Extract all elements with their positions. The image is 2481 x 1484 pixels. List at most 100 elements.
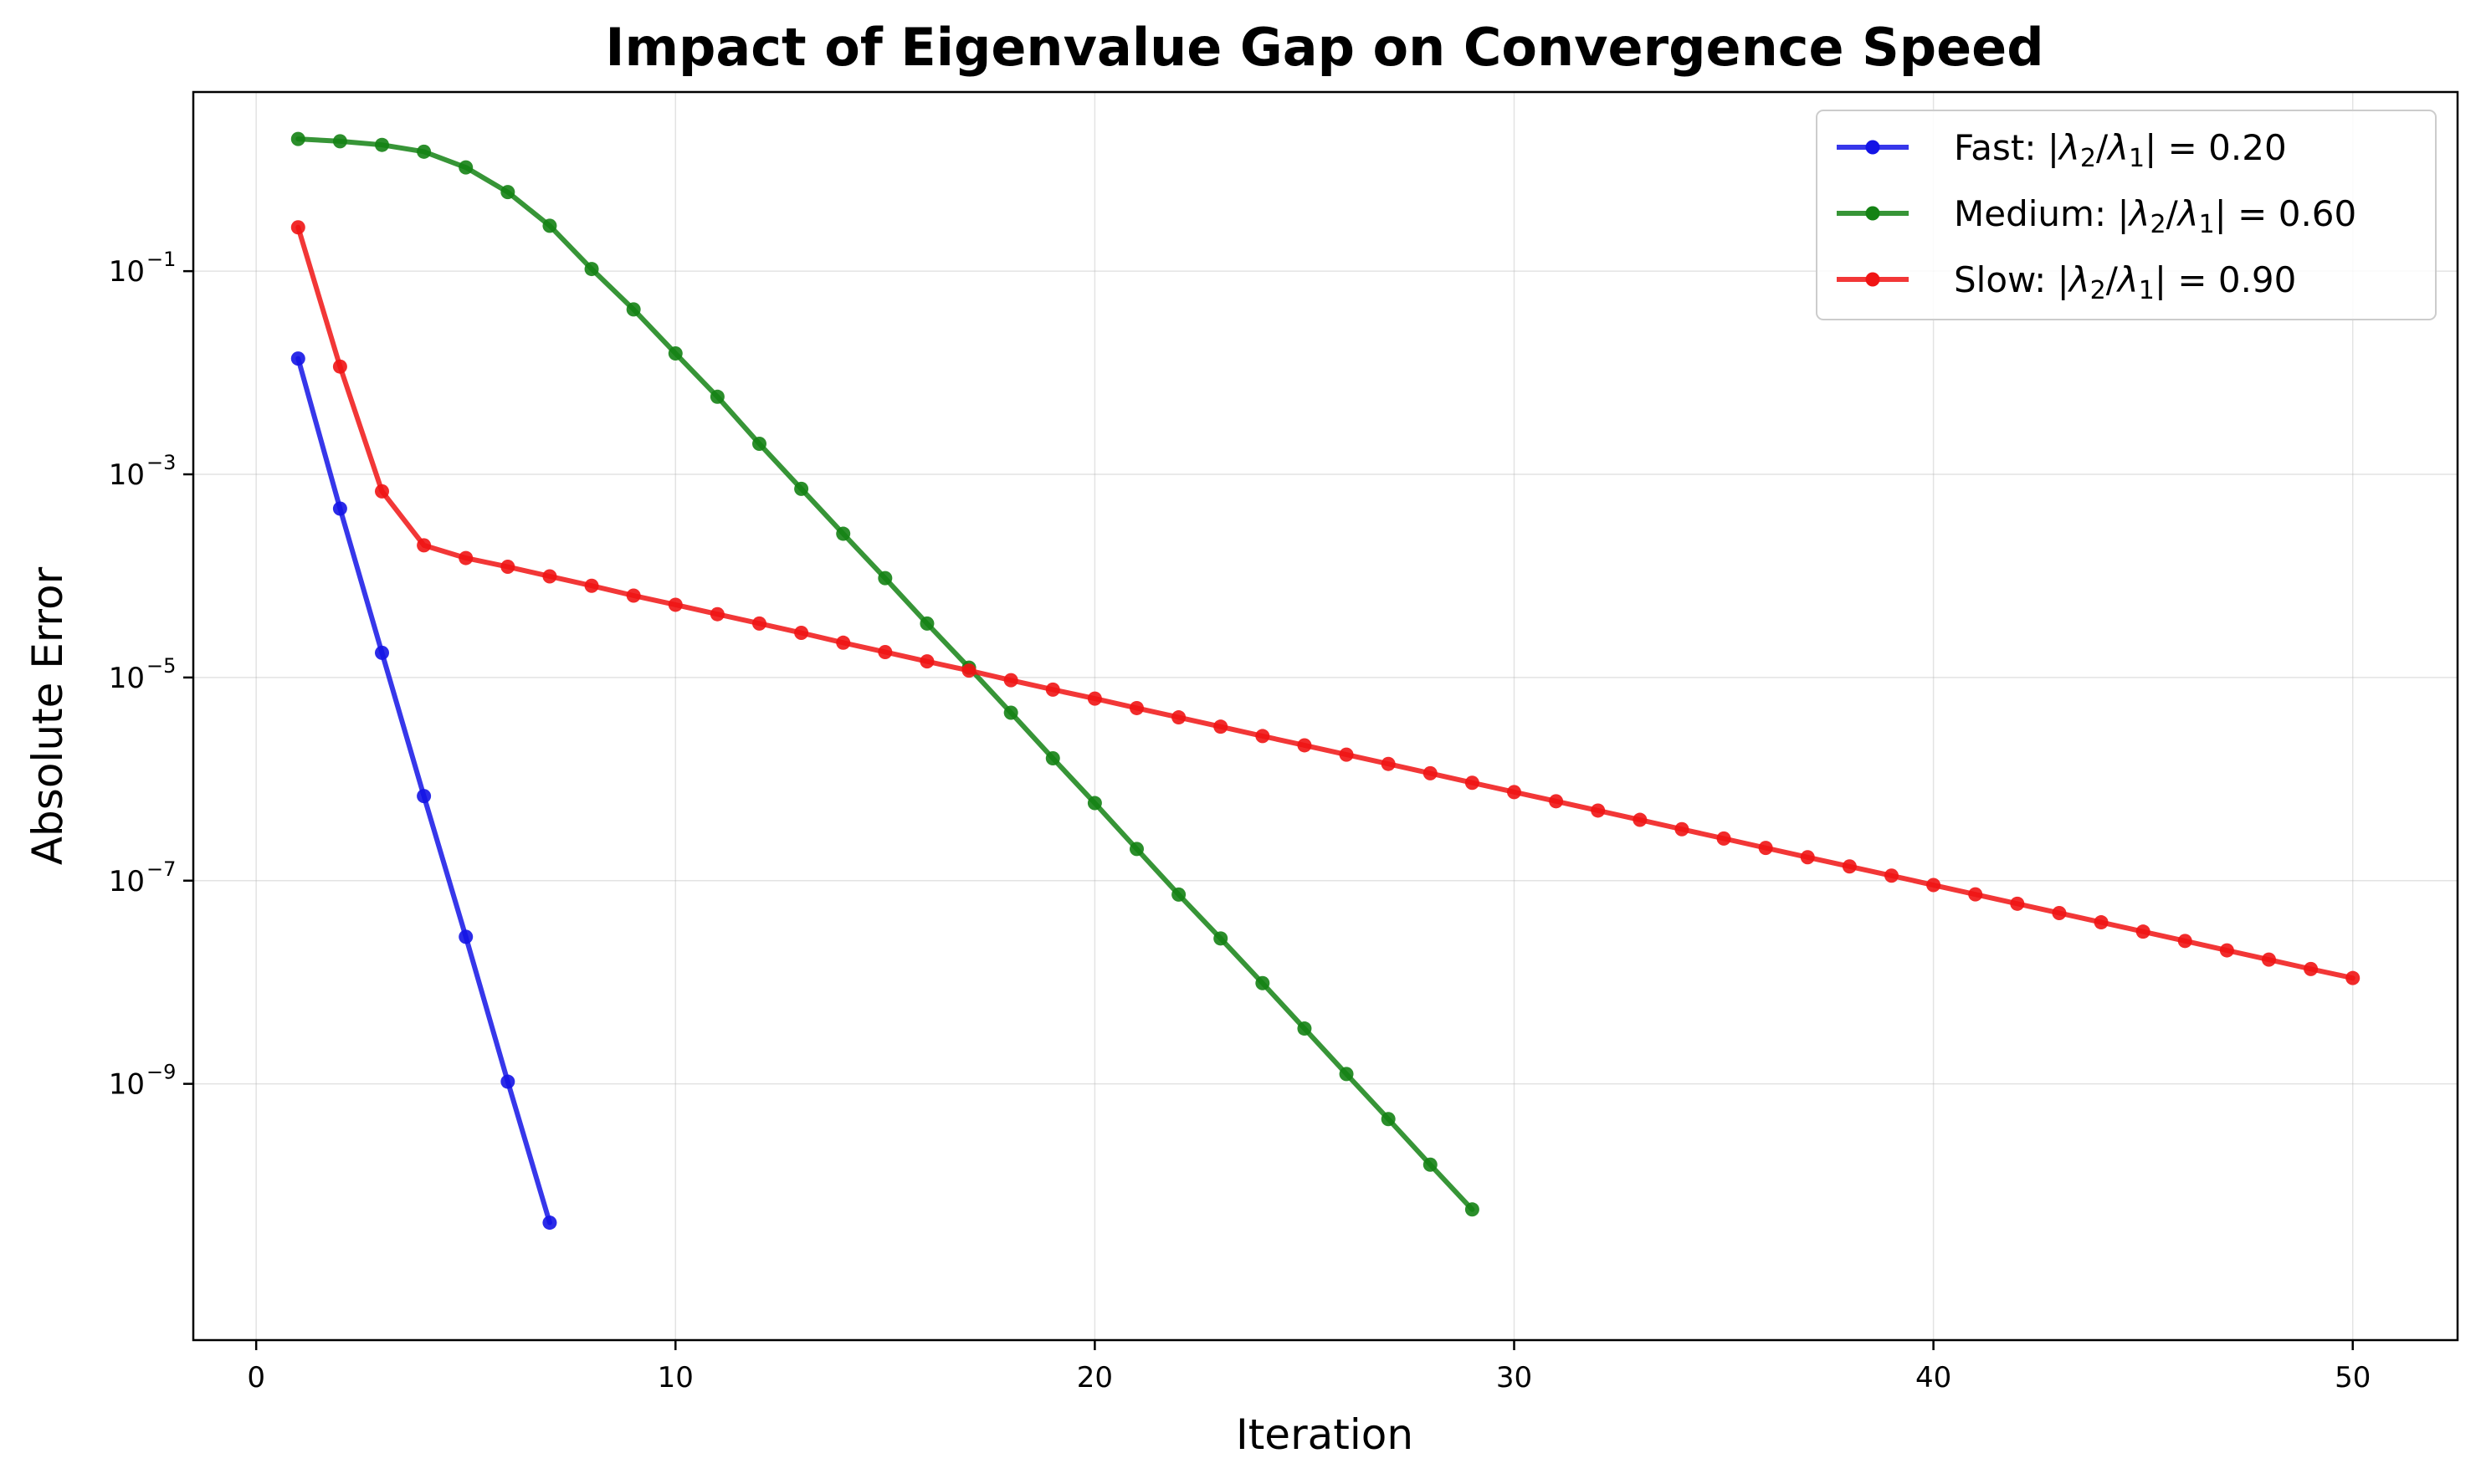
y-tick-label: 10 −5	[109, 654, 177, 695]
legend-item: Fast: |λ2/λ1| = 0.20	[1837, 127, 2287, 173]
y-tick-mantissa: 10	[109, 255, 145, 289]
data-point	[1213, 719, 1228, 734]
data-point	[1464, 1202, 1479, 1217]
data-point	[878, 571, 893, 586]
y-tick-exponent: −3	[146, 451, 176, 474]
data-point	[2262, 952, 2276, 967]
data-point	[1045, 751, 1060, 766]
data-point	[752, 436, 766, 451]
data-point	[459, 160, 474, 175]
y-axis-ticks: 10−910−710−510−310−1	[109, 248, 193, 1102]
data-point	[2177, 934, 2192, 949]
data-point	[417, 538, 432, 553]
y-axis-label: Absolute Error	[23, 566, 72, 865]
x-tick-label: 10	[658, 1361, 694, 1394]
data-point	[375, 484, 389, 499]
data-point	[668, 597, 683, 612]
legend-swatch-marker	[1865, 272, 1880, 287]
data-point	[500, 185, 515, 200]
data-point	[2010, 896, 2025, 911]
series-line	[295, 224, 2355, 981]
data-point	[290, 351, 305, 366]
data-point	[2304, 961, 2319, 976]
data-point	[878, 644, 893, 659]
data-point	[1130, 842, 1144, 857]
data-point	[794, 481, 809, 496]
data-point	[1758, 841, 1773, 856]
data-point	[500, 1074, 515, 1089]
x-tick-label: 30	[1496, 1361, 1532, 1394]
data-point	[920, 654, 935, 669]
data-point	[1255, 975, 1270, 990]
data-point	[542, 218, 557, 233]
legend-swatch-marker	[1865, 140, 1880, 155]
y-tick-mantissa: 10	[109, 662, 145, 695]
data-point	[710, 389, 725, 404]
data-point	[1087, 691, 1102, 706]
data-point	[1339, 747, 1354, 762]
legend-item: Slow: |λ2/λ1| = 0.90	[1837, 259, 2296, 305]
y-tick-exponent: −9	[146, 1061, 176, 1084]
data-point	[2052, 905, 2067, 920]
data-point	[836, 635, 851, 650]
y-tick-mantissa: 10	[109, 865, 145, 898]
legend-swatch-marker	[1865, 206, 1880, 221]
x-axis-ticks: 0 10 20 30 40 50	[247, 1340, 2371, 1394]
y-tick-mantissa: 10	[109, 458, 145, 492]
data-point	[1464, 775, 1479, 791]
series-2	[290, 131, 1479, 1217]
data-point	[1842, 859, 1857, 874]
y-tick-label: 10 −1	[109, 248, 177, 289]
data-point	[836, 526, 851, 541]
legend-box	[1816, 110, 2437, 320]
data-point	[332, 359, 347, 374]
data-point	[1422, 1157, 1438, 1172]
data-point	[668, 345, 683, 361]
data-point	[1339, 1067, 1354, 1082]
data-point	[1591, 803, 1606, 818]
data-point	[1255, 729, 1270, 744]
data-point	[1674, 821, 1689, 837]
data-point	[794, 626, 809, 641]
y-tick-mantissa: 10	[109, 1068, 145, 1102]
data-point	[542, 1215, 557, 1231]
data-point	[332, 134, 347, 149]
legend-item: Medium: |λ2/λ1| = 0.60	[1837, 193, 2356, 239]
data-point	[1633, 812, 1648, 827]
data-point	[2219, 943, 2234, 958]
data-point	[1297, 738, 1312, 753]
data-point	[2135, 924, 2150, 939]
y-tick-label: 10 −3	[109, 451, 177, 492]
data-point	[290, 220, 305, 235]
data-point	[1297, 1021, 1312, 1036]
data-point	[584, 262, 599, 277]
data-point	[542, 569, 557, 584]
data-point	[375, 137, 389, 152]
data-point	[1213, 931, 1228, 946]
data-point	[1381, 756, 1396, 771]
data-point	[417, 789, 432, 804]
chart-title: Impact of Eigenvalue Gap on Convergence …	[605, 17, 2043, 78]
data-point	[584, 578, 599, 593]
data-point	[1381, 1112, 1396, 1127]
data-point	[1003, 705, 1018, 720]
data-point	[752, 616, 766, 631]
data-point	[710, 606, 725, 622]
y-tick-label: 10 −7	[109, 857, 177, 898]
data-point	[1926, 878, 1941, 893]
data-point	[1968, 887, 1983, 902]
data-point	[1549, 794, 1564, 809]
data-point	[2345, 970, 2361, 985]
data-point	[1171, 887, 1187, 902]
data-point	[500, 560, 515, 575]
data-point	[332, 501, 347, 516]
data-point	[626, 588, 641, 603]
x-tick-label: 40	[1915, 1361, 1951, 1394]
y-tick-exponent: −1	[146, 248, 176, 271]
data-point	[1087, 796, 1102, 811]
data-point	[375, 645, 389, 660]
data-point	[920, 616, 935, 631]
y-tick-exponent: −5	[146, 654, 176, 678]
data-point	[290, 131, 305, 146]
legend-label: Fast: |λ2/λ1| = 0.20	[1954, 127, 2287, 173]
